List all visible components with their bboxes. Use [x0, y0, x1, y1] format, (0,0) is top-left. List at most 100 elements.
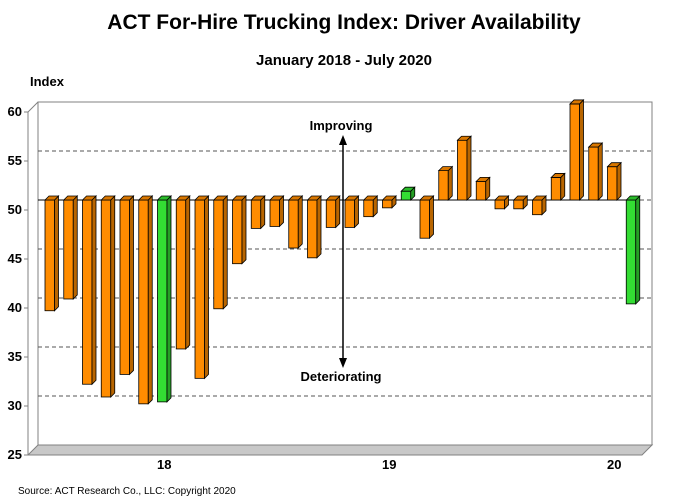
- bar: [606, 161, 622, 201]
- bar-top: [194, 195, 210, 201]
- y-tick-label: 55: [8, 153, 22, 168]
- plot-edge: [27, 101, 39, 113]
- bar-top: [400, 186, 416, 192]
- bar-front: [194, 199, 205, 379]
- bar-top: [212, 195, 229, 201]
- bar-side: [110, 195, 116, 398]
- bar-front: [250, 199, 262, 229]
- bar: [81, 195, 97, 386]
- bar: [287, 195, 304, 249]
- bar-top: [512, 195, 529, 201]
- bar-front: [569, 103, 580, 201]
- bar-side: [560, 172, 566, 201]
- bar-front: [457, 139, 468, 201]
- y-tick-label: 60: [8, 104, 22, 119]
- bar-front: [288, 199, 299, 249]
- y-axis-label: Index: [30, 74, 65, 89]
- bar: [44, 195, 60, 312]
- bar-side: [166, 195, 172, 403]
- bar: [531, 195, 547, 216]
- bar-side: [222, 195, 228, 310]
- bar-side: [297, 195, 303, 249]
- bar-front: [82, 199, 93, 385]
- bar: [494, 195, 510, 210]
- bar-top: [119, 195, 135, 201]
- bar: [550, 172, 566, 201]
- bar: [231, 195, 247, 265]
- x-tick-label: 19: [382, 457, 396, 472]
- bar-front: [344, 199, 355, 228]
- bar-top: [250, 195, 266, 201]
- bar: [325, 195, 341, 229]
- bar-top: [381, 195, 397, 201]
- bar: [400, 186, 416, 201]
- bar-front: [213, 199, 224, 310]
- bar-side: [279, 195, 284, 228]
- bar-top: [550, 173, 566, 178]
- bar-top: [494, 195, 510, 201]
- bar-side: [616, 161, 622, 201]
- bar: [437, 165, 454, 201]
- bar: [175, 195, 191, 350]
- bar-front: [382, 199, 393, 209]
- bar: [137, 195, 154, 405]
- bar-side: [72, 195, 78, 300]
- bar-top: [62, 195, 79, 201]
- bar-side: [316, 195, 322, 259]
- bar-front: [550, 177, 562, 201]
- y-tick-labels: 25 30 35 40 45 50 55 60: [8, 104, 28, 462]
- bar: [344, 195, 360, 229]
- bar-front: [325, 199, 337, 228]
- bar-side: [204, 195, 209, 380]
- bar-front: [100, 199, 112, 398]
- bar-top: [156, 195, 172, 201]
- bar: [419, 195, 435, 240]
- bar: [119, 195, 135, 376]
- x-tick-label: 20: [607, 457, 621, 472]
- y-tick-label: 40: [8, 300, 22, 315]
- bar-top: [344, 195, 360, 201]
- chart-title: ACT For-Hire Trucking Index: Driver Avai…: [107, 11, 581, 34]
- bar: [156, 195, 172, 403]
- bar-top: [231, 195, 247, 201]
- bar-front: [513, 199, 524, 210]
- bar-front: [625, 199, 637, 305]
- source-note: Source: ACT Research Co., LLC: Copyright…: [18, 486, 236, 497]
- arrow-up-head: [339, 135, 347, 145]
- bar-top: [569, 99, 585, 105]
- bar-front: [232, 199, 243, 265]
- bar: [587, 142, 604, 201]
- bar: [512, 195, 529, 210]
- bar: [569, 98, 585, 201]
- bar-front: [494, 199, 505, 210]
- y-tick-label: 35: [8, 349, 22, 364]
- bar-front: [532, 199, 543, 216]
- bar-front: [363, 199, 374, 218]
- bar: [212, 195, 229, 310]
- bar-front: [419, 199, 430, 239]
- bar-top: [44, 195, 60, 201]
- bar: [381, 195, 397, 209]
- bar-side: [129, 195, 134, 376]
- bar-top: [100, 195, 116, 201]
- bar: [250, 195, 266, 230]
- bars: [44, 98, 641, 405]
- arrow-down-head: [339, 358, 347, 368]
- bar-side: [185, 195, 191, 350]
- bar-side: [354, 195, 359, 229]
- bar-side: [466, 135, 472, 201]
- bar-top: [437, 166, 454, 172]
- bar-side: [447, 165, 453, 201]
- bar-front: [63, 199, 74, 300]
- bar: [625, 195, 641, 305]
- bar-side: [91, 195, 97, 386]
- bar: [456, 135, 472, 201]
- bar-top: [606, 162, 622, 168]
- y-tick-label: 45: [8, 251, 22, 266]
- bar-side: [579, 98, 584, 201]
- bar-front: [157, 199, 168, 403]
- bar-front: [44, 199, 55, 312]
- bar: [62, 195, 79, 300]
- bar-side: [147, 195, 153, 405]
